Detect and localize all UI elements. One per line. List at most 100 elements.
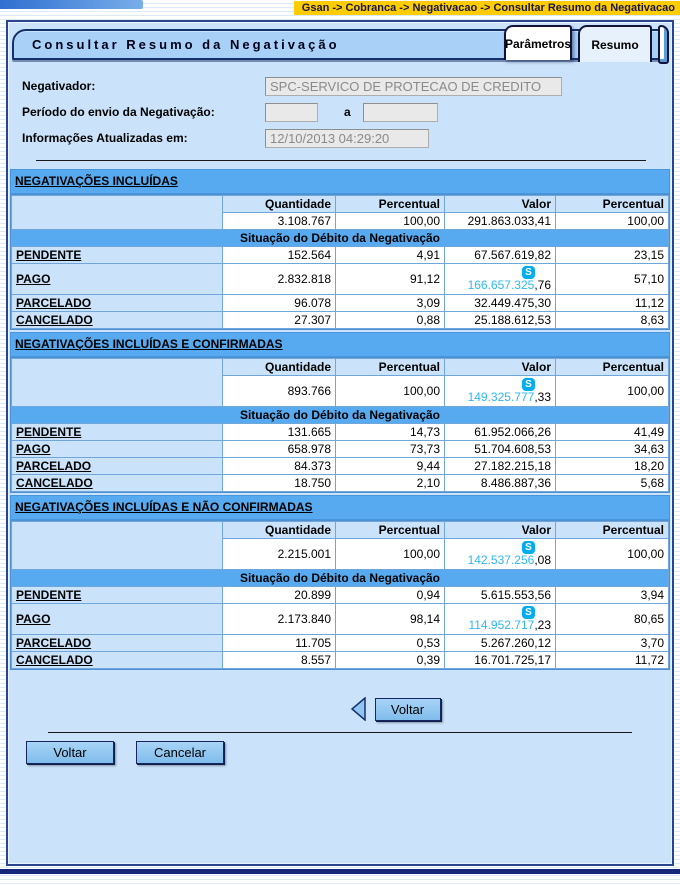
column-header-percentual: Percentual [336,196,444,212]
bottom-buttons: Voltar Cancelar [26,741,672,764]
cell-percentual: 4,91 [336,247,444,263]
row-label-link-pendente[interactable]: PENDENTE [16,248,82,262]
cell-valor: S 142.537.256,08 [445,539,555,569]
cell-quantidade: 893.766 [223,376,335,406]
value-decimals: ,08 [534,553,551,567]
tab-resumo[interactable]: Resumo [578,25,652,62]
value-decimals: ,76 [534,278,551,292]
value-decimals: ,33 [534,390,551,404]
section-negativacoes-incluidas-e-confirmadas: NEGATIVAÇÕES INCLUÍDAS E CONFIRMADAS Quan… [10,332,670,493]
table-row-pago: PAGO 2.832.818 91,12 S 166.657.325,76 57,10 [12,264,668,294]
cancelar-button[interactable]: Cancelar [136,741,224,764]
column-header-percentual: Percentual [336,522,444,538]
atualizado-field [265,128,429,148]
cell-percentual: 3,09 [336,295,444,311]
cell-quantidade: 20.899 [223,587,335,603]
row-label-cell: CANCELADO [12,475,222,491]
row-label-cell: PENDENTE [12,424,222,440]
row-label-link-pago[interactable]: PAGO [16,442,51,456]
row-label-link-cancelado[interactable]: CANCELADO [16,476,93,490]
value-decimals: ,23 [534,618,551,632]
row-label-link-cancelado[interactable]: CANCELADO [16,653,93,667]
cell-percentual-2: 11,12 [556,295,668,311]
negativador-label: Negativador: [22,79,96,93]
voltar-button[interactable]: Voltar [26,741,114,764]
cell-quantidade: 84.373 [223,458,335,474]
tab-parametros[interactable]: Parâmetros [504,25,572,60]
section-title-bar: NEGATIVAÇÕES INCLUÍDAS E NÃO CONFIRMADAS [10,495,670,520]
skype-icon[interactable]: S [522,541,535,554]
row-label-link-parcelado[interactable]: PARCELADO [16,636,92,650]
skype-number[interactable]: 114.952.717 [468,618,535,632]
back-arrow-icon[interactable] [350,697,367,721]
cell-valor: 16.701.725,17 [445,652,555,668]
titlebar-row: Consultar Resumo da Negativação Parâmetr… [12,25,669,64]
skype-highlighted-value: S 114.952.717,23 [449,605,551,633]
column-header-percentual-2: Percentual [556,359,668,375]
periodo-end-field [362,102,438,122]
row-label-link-pendente[interactable]: PENDENTE [16,425,82,439]
skype-highlighted-value: S 166.657.325,76 [449,265,551,293]
cell-quantidade: 96.078 [223,295,335,311]
cell-percentual-2: 3,70 [556,635,668,651]
row-label-cell: PARCELADO [12,295,222,311]
skype-number[interactable]: 142.537.256 [467,553,535,567]
section-title-link[interactable]: NEGATIVAÇÕES INCLUÍDAS [15,174,178,188]
row-label-link-parcelado[interactable]: PARCELADO [16,296,92,310]
totals-row: 893.766 100,00 S 149.325.777,33 100,00 [12,376,668,406]
cell-percentual: 0,94 [336,587,444,603]
table-row-cancelado: CANCELADO 27.307 0,88 25.188.612,53 8,63 [12,312,668,328]
row-label-link-pago[interactable]: PAGO [16,272,51,286]
row-label-cell: PAGO [12,441,222,457]
table-row-pago: PAGO 2.173.840 98,14 S 114.952.717,23 80,65 [12,604,668,634]
row-label-cell: CANCELADO [12,652,222,668]
cell-percentual-2: 100,00 [556,539,668,569]
sections-container: NEGATIVAÇÕES INCLUÍDAS Quantidade Percentu… [8,169,672,670]
tab-strip-endcap [658,25,669,64]
form-row-periodo: Período do envio da Negativação: a [22,102,672,122]
footer-divider [48,732,632,733]
cell-valor: 32.449.475,30 [445,295,555,311]
cell-percentual-2: 41,49 [556,424,668,440]
cell-percentual-2: 34,63 [556,441,668,457]
cell-quantidade: 658.978 [223,441,335,457]
table-row-pago: PAGO 658.978 73,73 51.704.608,53 34,63 [12,441,668,457]
row-label-link-cancelado[interactable]: CANCELADO [16,313,93,327]
back-button[interactable]: Voltar [374,697,441,721]
column-header-percentual-2: Percentual [556,196,668,212]
form-divider [36,160,646,161]
skype-number[interactable]: 166.657.325 [467,278,535,292]
cell-percentual-2: 11,72 [556,652,668,668]
totals-row: 2.215.001 100,00 S 142.537.256,08 100,00 [12,539,668,569]
periodo-separator: a [344,105,351,119]
cell-valor: 27.182.215,18 [445,458,555,474]
cell-valor: 67.567.619,82 [445,247,555,263]
periodo-label: Período do envio da Negativação: [22,105,215,119]
skype-number[interactable]: 149.325.777 [467,390,535,404]
negativador-field [265,76,562,96]
section-title-link[interactable]: NEGATIVAÇÕES INCLUÍDAS E NÃO CONFIRMADAS [15,500,313,514]
cell-valor: S 149.325.777,33 [445,376,555,406]
cell-quantidade: 3.108.767 [223,213,335,229]
cell-valor: 5.267.260,12 [445,635,555,651]
atualizado-label: Informações Atualizadas em: [22,131,188,145]
row-label-link-pendente[interactable]: PENDENTE [16,588,82,602]
cell-quantidade: 2.832.818 [223,264,335,294]
section-negativacoes-incluidas-e-nao-confirmadas: NEGATIVAÇÕES INCLUÍDAS E NÃO CONFIRMADAS… [10,495,670,670]
periodo-start-field [265,102,318,122]
row-label-link-parcelado[interactable]: PARCELADO [16,459,92,473]
gsan-logo-fragment [0,0,143,9]
cell-valor: 51.704.608,53 [445,441,555,457]
skype-icon[interactable]: S [522,606,535,619]
row-label-cell: PAGO [12,604,222,634]
skype-icon[interactable]: S [522,378,535,391]
row-label-link-pago[interactable]: PAGO [16,612,51,626]
cell-percentual: 14,73 [336,424,444,440]
section-title-link[interactable]: NEGATIVAÇÕES INCLUÍDAS E CONFIRMADAS [15,337,283,351]
skype-highlighted-value: S 149.325.777,33 [449,377,551,405]
main-panel: Consultar Resumo da Negativação Parâmetr… [6,20,674,866]
skype-icon[interactable]: S [522,266,535,279]
table-row-pendente: PENDENTE 20.899 0,94 5.615.553,56 3,94 [12,587,668,603]
cell-valor: 5.615.553,56 [445,587,555,603]
cell-quantidade: 11.705 [223,635,335,651]
